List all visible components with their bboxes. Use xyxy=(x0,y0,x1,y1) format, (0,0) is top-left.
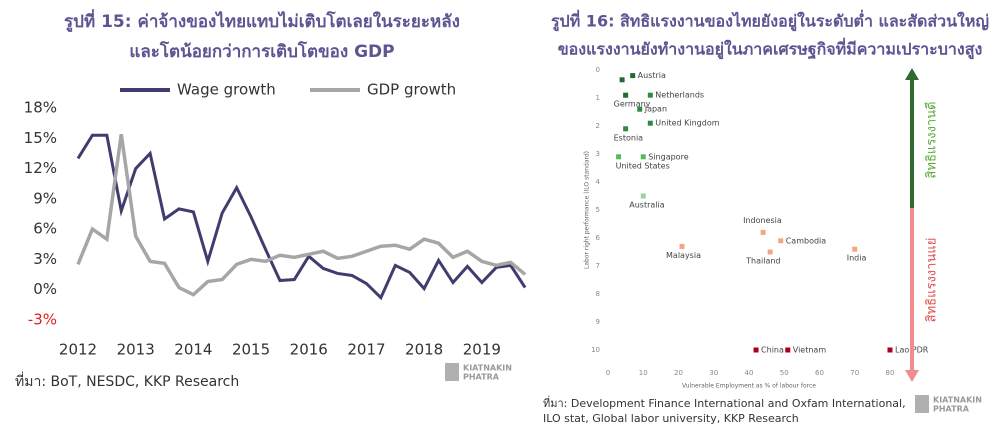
point xyxy=(637,106,643,112)
x-tick-label: 2014 xyxy=(174,341,212,359)
y-tick-label: 6% xyxy=(33,220,57,238)
logo-mark xyxy=(445,363,459,381)
logo-text: PHATRA xyxy=(933,405,970,414)
legend-label: GDP growth xyxy=(367,81,456,99)
legend-label: Wage growth xyxy=(177,81,276,99)
logo-text: KIATNAKIN xyxy=(933,396,982,405)
y-tick-label: 6 xyxy=(596,234,601,242)
x-tick-label: 2015 xyxy=(232,341,270,359)
point xyxy=(767,249,773,255)
x-tick-label: 10 xyxy=(639,369,648,377)
point xyxy=(640,193,646,199)
point-label: Netherlands xyxy=(655,91,704,100)
y-axis-label: Labor right performance (ILO standard) xyxy=(584,151,591,269)
point xyxy=(785,347,791,353)
point xyxy=(852,246,858,252)
y-tick-label: 15% xyxy=(24,129,57,147)
arrow-head-up xyxy=(905,68,919,80)
point xyxy=(760,229,766,235)
y-tick-label: 8 xyxy=(596,290,600,298)
y-tick-label: 10 xyxy=(591,346,600,354)
point xyxy=(778,238,784,244)
point xyxy=(623,126,629,132)
point xyxy=(647,92,653,98)
logo-text: PHATRA xyxy=(463,373,500,382)
point xyxy=(630,73,636,79)
x-tick-label: 30 xyxy=(709,369,718,377)
point-label: Indonesia xyxy=(743,216,782,225)
y-tick-label: 5 xyxy=(596,206,600,214)
point xyxy=(887,347,893,353)
y-tick-label: 9% xyxy=(33,189,57,207)
point-label: Estonia xyxy=(614,133,644,142)
point-label: Vietnam xyxy=(793,346,827,355)
y-tick-label: 4 xyxy=(596,178,601,186)
point-label: Singapore xyxy=(648,152,688,161)
point xyxy=(616,154,622,160)
y-tick-label: -3% xyxy=(28,310,57,328)
arrow-label-bottom: สิทธิแรงงานแย่ xyxy=(925,238,940,323)
point-label: United Kingdom xyxy=(655,119,719,128)
line-series xyxy=(76,133,527,297)
point-label: Germany xyxy=(614,100,651,109)
y-tick-label: 1 xyxy=(596,94,600,102)
x-tick-label: 2018 xyxy=(405,341,443,359)
chart-title: และโตน้อยกว่าการเติบโตของ GDP xyxy=(129,41,394,62)
point-label: Malaysia xyxy=(666,251,701,260)
y-tick-label: 12% xyxy=(24,159,57,177)
line-series xyxy=(76,133,527,301)
chart-title: ของแรงงานยังทำงานอยู่ในภาคเศรษฐกิจที่มีค… xyxy=(558,38,983,61)
y-tick-label: 0 xyxy=(596,66,600,74)
point-label: China xyxy=(761,346,784,355)
point xyxy=(679,243,685,249)
x-axis-label: Vulnerable Employment as % of labour for… xyxy=(682,383,816,390)
x-tick-label: 2012 xyxy=(59,341,97,359)
arrow-label-top: สิทธิแรงงานดี xyxy=(924,101,940,178)
point xyxy=(640,154,646,160)
point-label: India xyxy=(847,254,867,263)
x-tick-label: 20 xyxy=(674,369,683,377)
source-note: ILO stat, Global labor university, KKP R… xyxy=(543,412,799,425)
point-label: Thailand xyxy=(745,257,780,266)
source-note: ที่มา: BoT, NESDC, KKP Research xyxy=(15,372,239,390)
point xyxy=(647,120,653,126)
x-tick-label: 2013 xyxy=(117,341,155,359)
y-tick-label: 18% xyxy=(24,99,57,117)
point-label: Austria xyxy=(638,71,666,80)
y-tick-label: 9 xyxy=(596,318,600,326)
y-tick-label: 3% xyxy=(33,250,57,268)
point xyxy=(623,92,629,98)
logo-text: KIATNAKIN xyxy=(463,364,512,373)
x-tick-label: 60 xyxy=(815,369,824,377)
x-tick-label: 70 xyxy=(850,369,859,377)
point-label: United States xyxy=(616,161,670,170)
y-tick-label: 3 xyxy=(596,150,600,158)
x-tick-label: 2017 xyxy=(347,341,385,359)
logo-mark xyxy=(915,395,929,413)
point xyxy=(619,77,625,83)
chart-title: รูปที่ 16: สิทธิแรงงานของไทยยังอยู่ในระด… xyxy=(551,10,989,33)
y-tick-label: 2 xyxy=(596,122,600,130)
x-tick-label: 80 xyxy=(886,369,895,377)
x-tick-label: 0 xyxy=(606,369,610,377)
x-tick-label: 2016 xyxy=(290,341,328,359)
x-tick-label: 50 xyxy=(780,369,789,377)
y-tick-label: 0% xyxy=(33,280,57,298)
source-note: ที่มา: Development Finance International… xyxy=(543,395,906,410)
point-label: Australia xyxy=(629,201,664,210)
x-tick-label: 2019 xyxy=(463,341,501,359)
point xyxy=(753,347,759,353)
chart-title: รูปที่ 15: ค่าจ้างของไทยแทบไม่เติบโตเลยใ… xyxy=(64,9,460,33)
y-tick-label: 7 xyxy=(596,262,600,270)
point-label: Cambodia xyxy=(786,236,827,245)
x-tick-label: 40 xyxy=(745,369,754,377)
arrow-head-down xyxy=(905,370,919,382)
point-label: Japan xyxy=(644,105,667,114)
